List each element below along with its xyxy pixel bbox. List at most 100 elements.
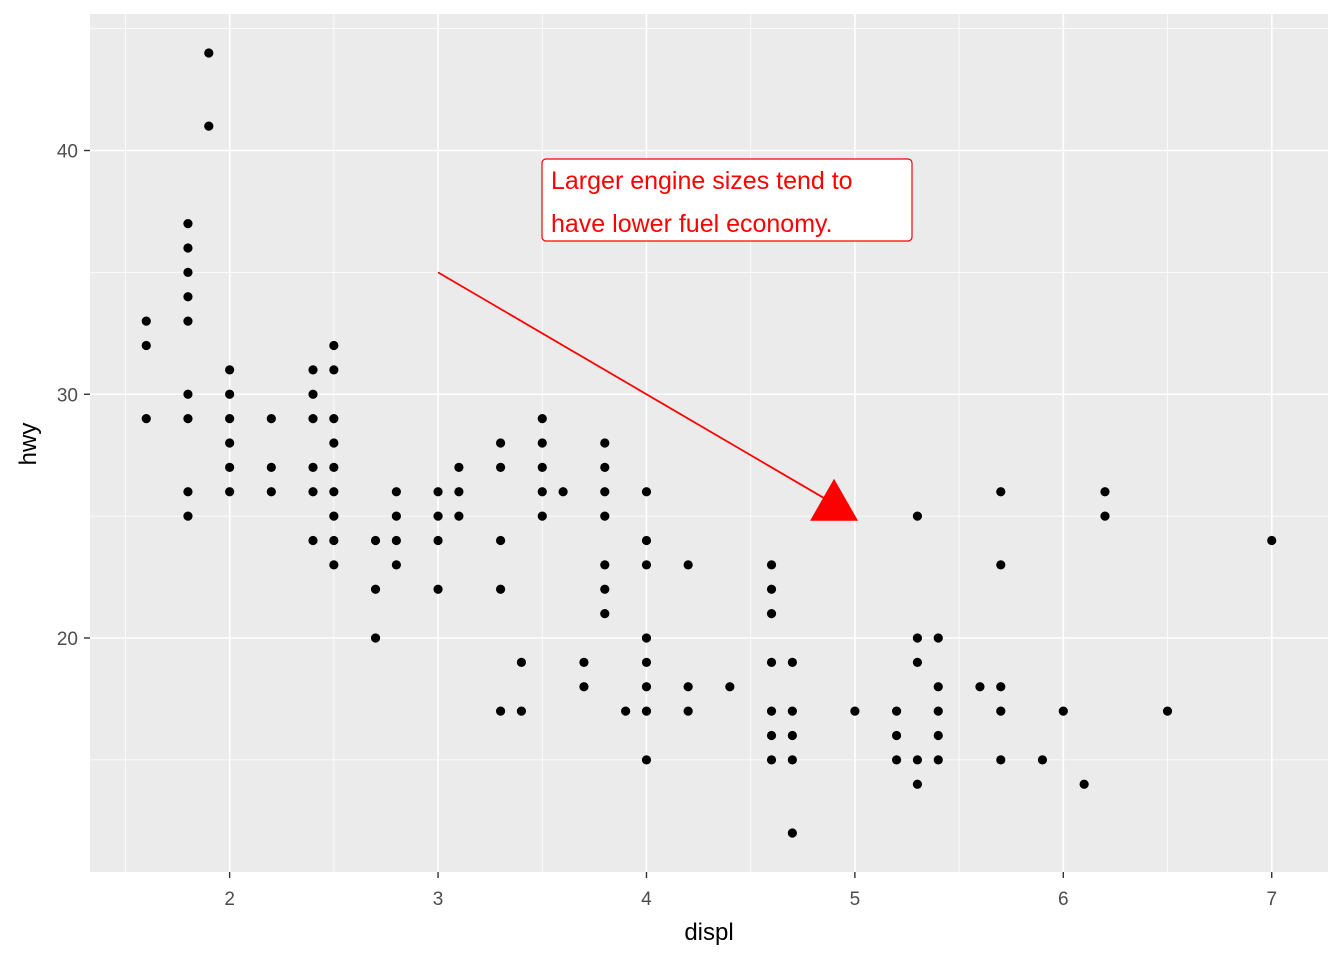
data-point: [766, 657, 777, 667]
data-point: [516, 706, 527, 716]
data-point: [495, 438, 506, 448]
x-tick-label: 2: [224, 889, 235, 910]
data-point: [600, 609, 610, 619]
data-point: [391, 535, 401, 546]
data-point: [370, 633, 381, 643]
data-point: [641, 633, 652, 643]
data-point: [329, 340, 339, 351]
data-point: [266, 462, 276, 472]
data-point: [1100, 511, 1110, 521]
data-point: [600, 487, 610, 497]
data-point: [912, 511, 923, 521]
data-point: [141, 340, 151, 351]
data-point: [183, 267, 193, 277]
data-point: [183, 487, 193, 497]
data-point: [495, 584, 506, 594]
data-point: [683, 706, 693, 716]
data-point: [996, 487, 1006, 497]
data-point: [537, 511, 547, 521]
data-point: [766, 584, 777, 594]
data-point: [183, 511, 193, 521]
data-point: [996, 755, 1006, 765]
y-tick-label: 20: [57, 629, 78, 650]
data-point: [787, 657, 797, 667]
data-point: [266, 487, 276, 497]
y-axis: 20 30 40: [57, 142, 90, 650]
data-point: [329, 365, 339, 375]
arrow-line: [437, 271, 835, 505]
data-point: [933, 633, 943, 643]
data-point: [225, 438, 235, 448]
x-tick-label: 6: [1058, 889, 1069, 910]
data-point: [495, 462, 506, 472]
data-point: [725, 682, 735, 692]
data-point: [370, 584, 381, 594]
data-point: [641, 560, 652, 570]
data-point: [204, 48, 214, 58]
data-point: [454, 487, 464, 497]
annotation-label: Larger engine sizes tend to have lower f…: [541, 158, 913, 242]
minor-gridlines: [90, 14, 1328, 872]
data-point: [183, 243, 193, 253]
data-point: [912, 779, 923, 789]
data-point: [266, 414, 276, 424]
data-point: [766, 755, 777, 765]
data-point: [433, 487, 443, 497]
data-point: [433, 511, 443, 521]
data-point: [996, 560, 1006, 570]
data-points: [141, 48, 1277, 838]
annotation-box: [541, 158, 913, 242]
data-point: [225, 462, 235, 472]
data-point: [1058, 706, 1068, 716]
data-point: [141, 316, 151, 326]
y-tick-label: 30: [57, 385, 78, 406]
data-point: [600, 438, 610, 448]
data-point: [641, 755, 652, 765]
data-point: [787, 730, 797, 741]
data-point: [600, 511, 610, 521]
data-point: [495, 706, 506, 716]
annotation-arrow: [437, 271, 859, 521]
data-point: [766, 706, 777, 716]
data-point: [933, 755, 943, 765]
data-point: [183, 292, 193, 302]
y-axis-title: hwy: [15, 423, 42, 466]
x-tick-label: 4: [641, 889, 652, 910]
data-point: [850, 706, 860, 716]
data-point: [329, 487, 339, 497]
data-point: [495, 535, 506, 546]
x-tick-label: 3: [433, 889, 444, 910]
data-point: [391, 487, 401, 497]
data-point: [433, 584, 443, 594]
data-point: [329, 511, 339, 521]
data-point: [308, 365, 318, 375]
data-point: [641, 706, 652, 716]
data-point: [975, 682, 985, 692]
data-point: [600, 560, 610, 570]
data-point: [787, 755, 797, 765]
data-point: [391, 560, 401, 570]
data-point: [641, 535, 652, 546]
data-point: [370, 535, 381, 546]
data-point: [787, 706, 797, 716]
data-point: [537, 487, 547, 497]
data-point: [933, 730, 943, 741]
annotation-line-2: have lower fuel economy.: [551, 210, 833, 238]
x-axis: 2 3 4 5 6 7: [224, 872, 1277, 910]
data-point: [537, 462, 547, 472]
data-point: [641, 487, 652, 497]
data-point: [308, 535, 318, 546]
data-point: [558, 487, 568, 497]
data-point: [516, 657, 527, 667]
data-point: [537, 414, 547, 424]
data-point: [329, 462, 339, 472]
data-point: [225, 414, 235, 424]
x-axis-title: displ: [684, 919, 733, 946]
data-point: [329, 560, 339, 570]
data-point: [1267, 535, 1277, 546]
data-point: [1079, 779, 1089, 789]
data-point: [891, 730, 902, 741]
data-point: [579, 682, 589, 692]
data-point: [308, 414, 318, 424]
data-point: [329, 414, 339, 424]
